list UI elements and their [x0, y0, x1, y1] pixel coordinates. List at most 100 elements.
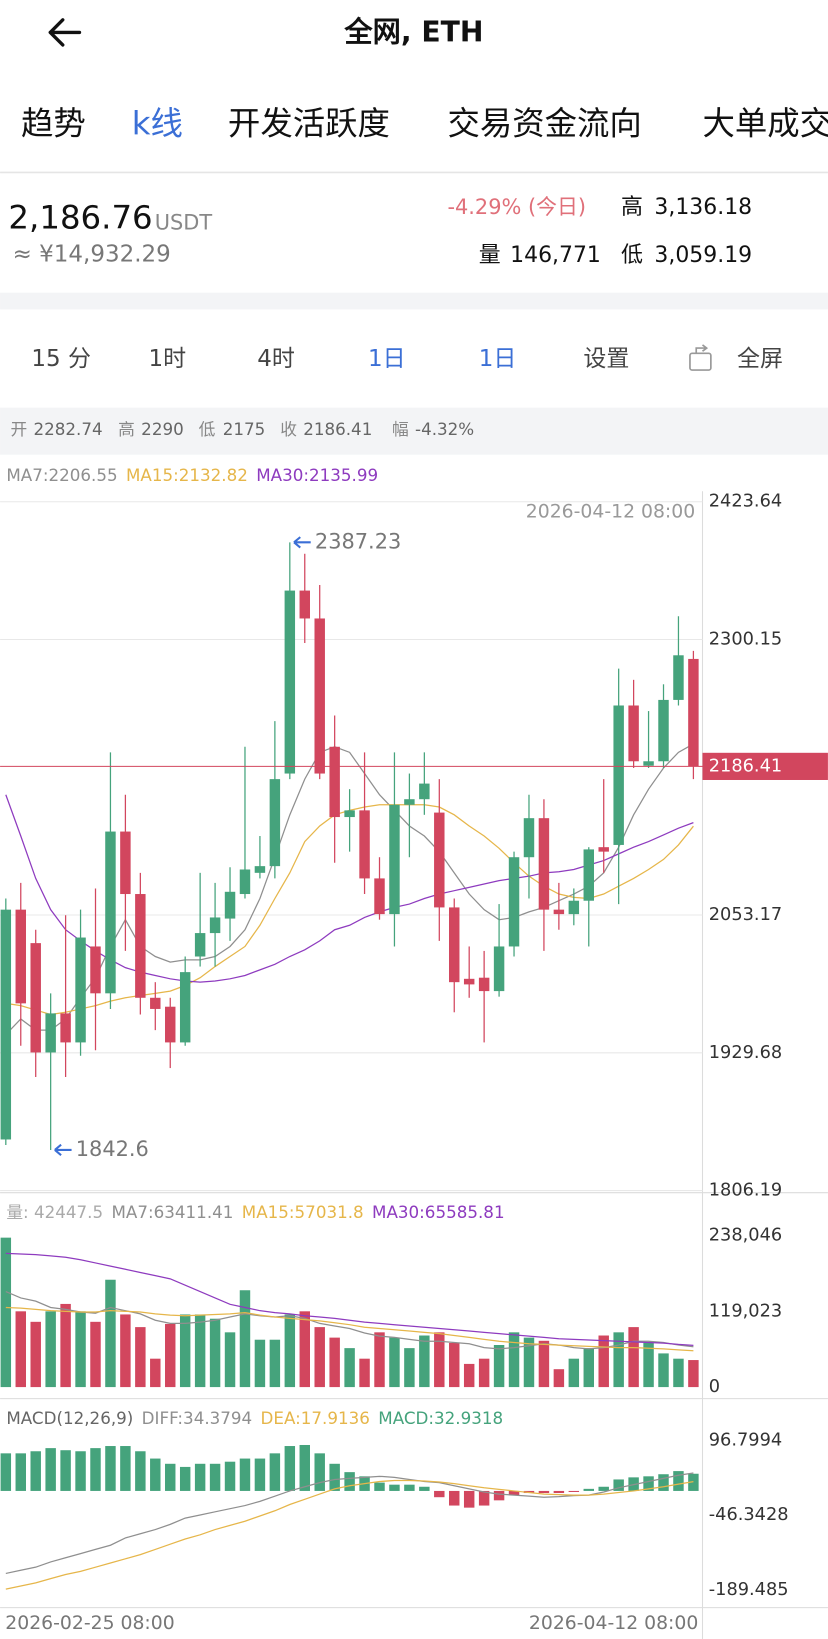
- macd-bar: [150, 1458, 161, 1491]
- tab[interactable]: 开发活跃度: [228, 104, 390, 142]
- y-tick-label: 2053.17: [709, 905, 782, 925]
- legend-entry: DEA:17.9136: [261, 1408, 370, 1428]
- macd-bar: [568, 1490, 580, 1492]
- candle-body: [120, 831, 131, 895]
- high-label: 高: [621, 195, 643, 220]
- macd-bar: [538, 1490, 550, 1494]
- ohlc-label: 高: [118, 419, 135, 439]
- macd-bar: [478, 1490, 490, 1506]
- candle-body: [30, 943, 41, 1053]
- macd-bar: [658, 1474, 669, 1491]
- high-value: 3,136.18: [654, 195, 752, 220]
- volume-bar: [688, 1360, 699, 1388]
- volume-bar: [583, 1348, 594, 1388]
- volume-value: 146,771: [510, 243, 601, 268]
- ma-line: [5, 1479, 694, 1590]
- candle-body: [389, 804, 400, 915]
- volume-bar: [239, 1290, 251, 1388]
- spacer: [0, 292, 828, 310]
- candle-body: [643, 761, 654, 766]
- volume-bar: [598, 1335, 609, 1388]
- interval[interactable]: 4时: [257, 346, 295, 372]
- volume-bar: [165, 1323, 176, 1388]
- tab[interactable]: 大单成交: [702, 104, 828, 142]
- page-title: 全网, ETH: [343, 15, 483, 48]
- x-tick-label: 2026-04-12 08:00: [529, 1613, 698, 1634]
- extreme-label: 2387.23: [315, 529, 401, 553]
- candle-body: [135, 894, 146, 998]
- macd-bar: [209, 1463, 221, 1491]
- interval[interactable]: 1时: [148, 346, 186, 372]
- candle-body: [359, 810, 370, 879]
- candle-body: [583, 849, 594, 901]
- settings[interactable]: 设置: [583, 346, 629, 372]
- candle-body: [15, 909, 26, 1004]
- tab[interactable]: 趋势: [21, 104, 86, 142]
- volume-bar: [643, 1342, 654, 1388]
- candle-body: [463, 978, 475, 985]
- candle-body: [523, 818, 535, 858]
- candle-body: [553, 909, 565, 915]
- extreme-arrow: [293, 536, 311, 549]
- volume-bar: [135, 1327, 146, 1388]
- candle-body: [75, 937, 86, 1043]
- volume-bar: [493, 1345, 505, 1388]
- macd-bar: [329, 1463, 340, 1491]
- ma-line: [5, 1291, 694, 1350]
- fullscreen[interactable]: 全屏: [737, 346, 783, 372]
- candle-body: [538, 818, 550, 910]
- macd-bar: [269, 1453, 281, 1491]
- interval[interactable]: 15 分: [31, 346, 91, 372]
- interval-active[interactable]: 1日: [479, 346, 517, 372]
- change: -4.29% (今日): [447, 195, 586, 219]
- ohlc-label: 低: [199, 419, 216, 439]
- ma-line: [5, 1306, 694, 1352]
- macd-bar: [688, 1473, 699, 1491]
- macd-bar: [493, 1490, 505, 1501]
- legend-entry: MA15:57031.8: [242, 1202, 364, 1222]
- y-tick-label: -46.3428: [709, 1505, 789, 1525]
- y-tick-label: 2300.15: [709, 630, 782, 650]
- low-label: 低: [621, 243, 643, 268]
- interval-active[interactable]: 1日: [368, 346, 406, 372]
- volume-bar: [329, 1337, 340, 1388]
- macd-bar: [179, 1466, 191, 1491]
- volume-bar: [434, 1332, 445, 1388]
- candle-body: [90, 946, 101, 994]
- macd-bar: [389, 1484, 400, 1491]
- volume-bar: [179, 1314, 191, 1388]
- tab-active[interactable]: k线: [132, 104, 183, 142]
- candle-body: [613, 705, 624, 845]
- macd-bar: [0, 1453, 12, 1491]
- candle-body: [165, 1006, 176, 1043]
- y-tick-label: 96.7994: [709, 1430, 782, 1450]
- volume-bar: [673, 1358, 684, 1388]
- volume-bar: [120, 1314, 131, 1388]
- volume-bar: [419, 1335, 430, 1388]
- candle-body: [150, 997, 161, 1009]
- ohlc-value: -4.32%: [415, 419, 474, 439]
- candle-body: [628, 705, 639, 762]
- volume-bar: [553, 1369, 565, 1388]
- back-button[interactable]: [48, 18, 82, 47]
- volume-bar: [299, 1311, 310, 1388]
- candle-body: [673, 655, 684, 700]
- x-tick-label: 2026-02-25 08:00: [5, 1613, 174, 1634]
- volume-bar: [150, 1358, 161, 1388]
- volume-bar: [284, 1314, 296, 1388]
- legend-entry: MACD(12,26,9): [6, 1408, 133, 1428]
- tab[interactable]: 交易资金流向: [447, 104, 641, 142]
- volume-bar: [404, 1348, 415, 1388]
- candle-body: [105, 831, 116, 994]
- fullscreen-icon[interactable]: [689, 344, 712, 371]
- ma-line: [5, 1252, 694, 1346]
- candle-body: [224, 891, 236, 919]
- candle-body: [449, 907, 460, 983]
- macd-bar: [553, 1490, 565, 1494]
- ma-line: [5, 794, 694, 983]
- volume-bar: [269, 1339, 281, 1388]
- macd-bar: [165, 1463, 176, 1491]
- macd-bar: [284, 1446, 296, 1491]
- candle-body: [404, 799, 415, 805]
